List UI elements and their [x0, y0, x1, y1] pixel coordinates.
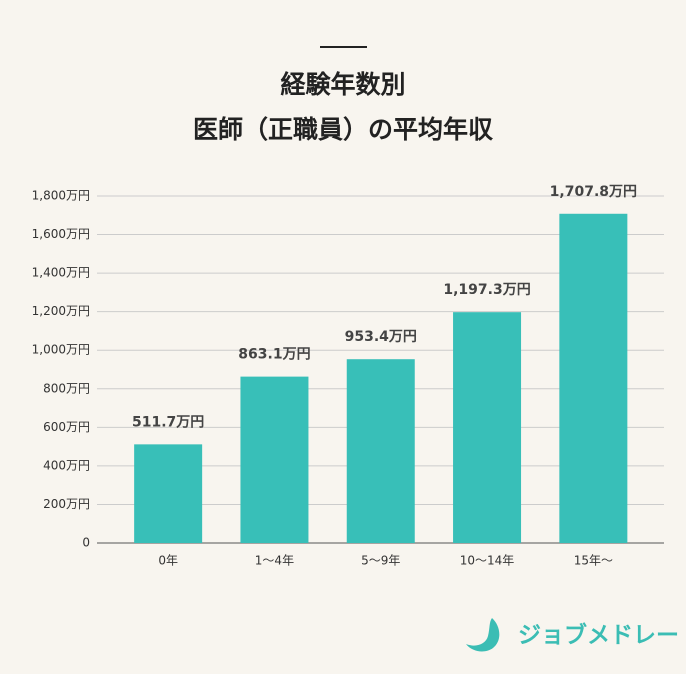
chart-title: 医師（正職員）の平均年収 [193, 115, 494, 144]
value-label: 863.1万円 [238, 347, 310, 363]
x-tick-label: 5〜9年 [361, 554, 400, 568]
x-tick-label: 10〜14年 [460, 554, 515, 568]
y-tick-label: 0 [82, 536, 90, 550]
brand-name: ジョブメドレー [518, 622, 679, 649]
y-tick-label: 1,200万円 [32, 304, 90, 318]
value-label: 1,707.8万円 [550, 184, 637, 200]
x-tick-label: 0年 [158, 554, 178, 568]
bar [134, 444, 203, 543]
y-tick-label: 800万円 [43, 381, 90, 395]
x-tick-label: 1〜4年 [255, 554, 294, 568]
x-tick-label: 15年〜 [574, 554, 613, 568]
value-label: 953.4万円 [345, 329, 417, 345]
bar [240, 376, 309, 543]
bar [346, 359, 415, 543]
value-label: 1,197.3万円 [443, 282, 530, 298]
chart-title: 経験年数別 [280, 70, 405, 99]
y-tick-label: 1,800万円 [32, 189, 90, 203]
y-tick-label: 1,000万円 [32, 343, 90, 357]
value-label: 511.7万円 [132, 414, 204, 430]
bar [559, 213, 628, 543]
brand-icon [466, 618, 500, 652]
bar [453, 312, 522, 543]
y-tick-label: 200万円 [43, 497, 90, 511]
y-tick-label: 400万円 [43, 458, 90, 472]
y-tick-label: 600万円 [43, 420, 90, 434]
y-tick-label: 1,600万円 [32, 227, 90, 241]
y-tick-label: 1,400万円 [32, 266, 90, 280]
